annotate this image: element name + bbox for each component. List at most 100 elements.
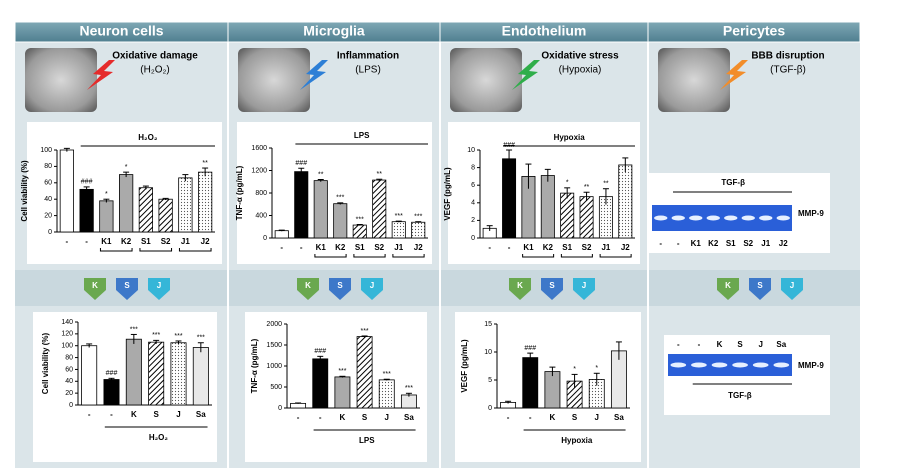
treatment-label: LPS [359,436,375,445]
x-tick-label: - [297,413,300,422]
lane-label: S1 [726,239,736,248]
significance: * [573,366,576,373]
x-tick-label: K [550,413,556,422]
treatment-label: Hypoxia [554,133,586,142]
lane-label: J2 [779,239,788,248]
gel-band [741,215,755,221]
group-bracket [353,254,386,258]
lane-label: Sa [776,340,786,349]
lightning [512,60,540,90]
x-tick-label: - [488,243,491,252]
gel-band [670,362,687,368]
arrow-icon [573,278,595,300]
y-axis-label: TNF-α (pg/mL) [250,338,259,393]
y-tick-label: 0 [488,405,492,412]
group-bracket [314,254,347,258]
agent-label: (H₂O₂) [140,65,169,76]
x-tick-label: K2 [543,243,554,252]
lane-label: S [737,340,743,349]
significance: *** [356,216,364,223]
significance: *** [336,195,344,202]
x-tick-label: S [153,410,159,419]
gel-band [711,362,728,368]
cell-image [658,48,730,112]
x-tick-label: - [280,243,283,252]
lane-label: K1 [691,239,702,248]
significance: *** [395,213,403,220]
y-tick-label: 6 [471,182,475,189]
bar [170,342,187,406]
x-tick-label: K1 [316,243,327,252]
gel-band [776,215,790,221]
lane-label: J [758,340,762,349]
y-tick-label: 100 [61,343,73,350]
significance: *** [360,328,368,335]
bar [400,394,417,409]
group-bracket [392,254,425,258]
group-bracket [560,254,593,258]
gel-band [732,362,748,368]
lightning [720,60,748,90]
significance: *** [405,385,413,392]
bar [334,376,351,409]
column-header [647,21,861,43]
y-tick-label: 140 [61,319,73,326]
cell-image [450,48,522,112]
bar [192,347,209,406]
x-tick-label: Sa [614,413,624,422]
significance: *** [152,332,160,339]
significance: ** [377,171,383,178]
y-axis-label: VEGF (pg/mL) [460,339,469,393]
lane-label: - [677,340,680,349]
group-bracket [522,254,555,258]
icon-letter: K [517,281,523,290]
treatment-label: TGF-β [728,391,752,400]
icon-letter: K [725,281,731,290]
x-tick-label: J2 [414,243,423,252]
gel-band [773,362,790,368]
x-tick-label: S2 [582,243,592,252]
arrow-icon [541,278,563,300]
arrow-icon [509,278,531,300]
x-tick-label: J [176,410,180,419]
gel-band [759,215,773,221]
group-bracket [178,248,212,252]
bar [99,200,114,233]
bar [148,341,165,406]
x-tick-label: - [300,243,303,252]
significance: * [105,191,108,198]
arrow-icon [329,278,351,300]
x-tick-label: S2 [374,243,384,252]
bar [333,203,348,239]
x-tick-label: K2 [121,237,132,246]
arrow-icon [749,278,771,300]
x-tick-label: S [362,413,368,422]
arrow-icon [84,278,106,300]
x-tick-label: S1 [141,237,151,246]
icon-letter: J [157,281,161,290]
bar [352,224,367,239]
stress-label: Oxidative stress [541,51,619,62]
bar [312,358,329,409]
arrow-icon [148,278,170,300]
agent-label: (Hypoxia) [559,65,602,76]
y-tick-label: 60 [65,366,73,373]
y-tick-label: 120 [61,331,73,338]
bar [294,171,309,239]
x-tick-label: J1 [394,243,403,252]
gel-band [691,362,707,368]
significance: *** [338,368,346,375]
lane-label: - [677,239,680,248]
y-tick-label: 40 [65,378,73,385]
x-tick-label: - [85,237,88,246]
cell-image [25,48,97,112]
y-tick-label: 500 [270,384,282,391]
x-tick-label: J2 [621,243,630,252]
band-label: MMP-9 [798,209,824,218]
lane-label: S2 [743,239,753,248]
bar [544,371,561,409]
icon-letter: S [337,281,343,290]
significance: *** [130,326,138,333]
significance: ### [524,345,536,352]
gel-band [654,215,668,221]
